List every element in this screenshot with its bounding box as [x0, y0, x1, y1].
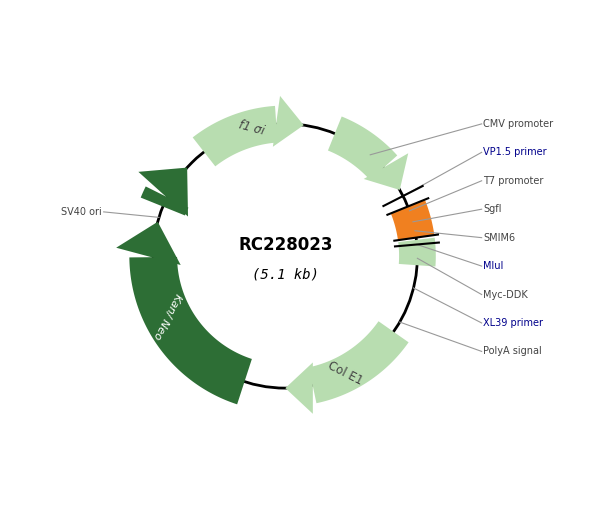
Text: VP1.5 primer: VP1.5 primer [484, 147, 547, 157]
Text: MluI: MluI [484, 261, 504, 271]
Text: XL39 primer: XL39 primer [484, 318, 544, 328]
Polygon shape [309, 321, 409, 403]
Polygon shape [193, 106, 278, 166]
Text: f1 σi: f1 σi [237, 119, 265, 138]
Polygon shape [139, 167, 188, 217]
Polygon shape [273, 96, 304, 147]
Text: SMIM6: SMIM6 [484, 232, 515, 243]
Text: (5.1 kb): (5.1 kb) [252, 267, 319, 282]
Text: PolyA signal: PolyA signal [484, 347, 542, 356]
Text: SV40 ori: SV40 ori [61, 207, 102, 217]
Polygon shape [130, 257, 252, 404]
Polygon shape [364, 153, 408, 190]
Text: Col E1: Col E1 [326, 359, 365, 388]
Polygon shape [116, 222, 181, 265]
Polygon shape [328, 117, 397, 180]
Text: Kan/ Neo: Kan/ Neo [152, 291, 184, 340]
Polygon shape [398, 238, 436, 266]
Text: SgfI: SgfI [484, 204, 502, 214]
Text: CMV promoter: CMV promoter [484, 119, 554, 129]
Polygon shape [391, 200, 434, 240]
Text: RC228023: RC228023 [238, 236, 332, 254]
Text: Myc-DDK: Myc-DDK [484, 289, 528, 300]
Polygon shape [141, 186, 188, 216]
Polygon shape [286, 362, 313, 414]
Text: T7 promoter: T7 promoter [484, 176, 544, 186]
